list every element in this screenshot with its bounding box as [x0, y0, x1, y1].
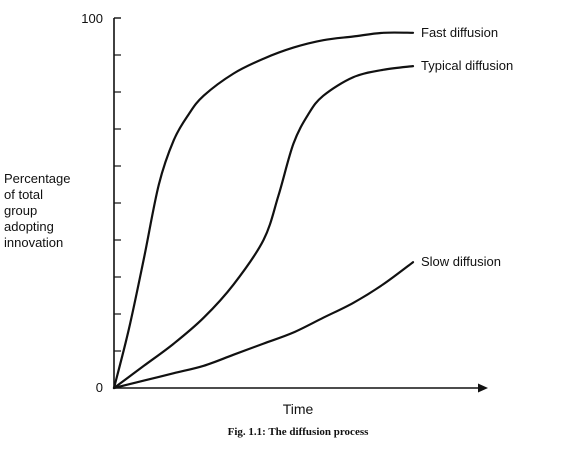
- x-axis-arrowhead: [478, 383, 488, 393]
- y-axis-label-line-1: Percentage: [4, 171, 71, 186]
- figure-caption: Fig. 1.1: The diffusion process: [228, 426, 369, 438]
- y-minor-ticks: [114, 54, 121, 352]
- x-axis-label: Time: [283, 401, 314, 417]
- series-line-slow-diffusion: [112, 261, 415, 390]
- series-label-typical-diffusion: Typical diffusion: [421, 58, 513, 73]
- y-axis-label-line-5: innovation: [4, 235, 63, 250]
- series-line-typical-diffusion: [112, 65, 415, 390]
- y-tick-label-max: 100: [81, 11, 103, 26]
- y-axis-label-line-2: of total: [4, 187, 43, 202]
- series-label-slow-diffusion: Slow diffusion: [421, 254, 501, 269]
- series-line-fast-diffusion: [112, 31, 415, 390]
- y-axis-label-line-4: adopting: [4, 219, 54, 234]
- y-axis-label-line-3: group: [4, 203, 37, 218]
- y-tick-label-zero: 0: [96, 380, 103, 395]
- y-axis-label: Percentage of total group adopting innov…: [4, 171, 74, 250]
- axes: [113, 17, 488, 393]
- series-layer: Fast diffusion Typical diffusion Slow diff…: [112, 25, 513, 390]
- series-label-fast-diffusion: Fast diffusion: [421, 25, 498, 40]
